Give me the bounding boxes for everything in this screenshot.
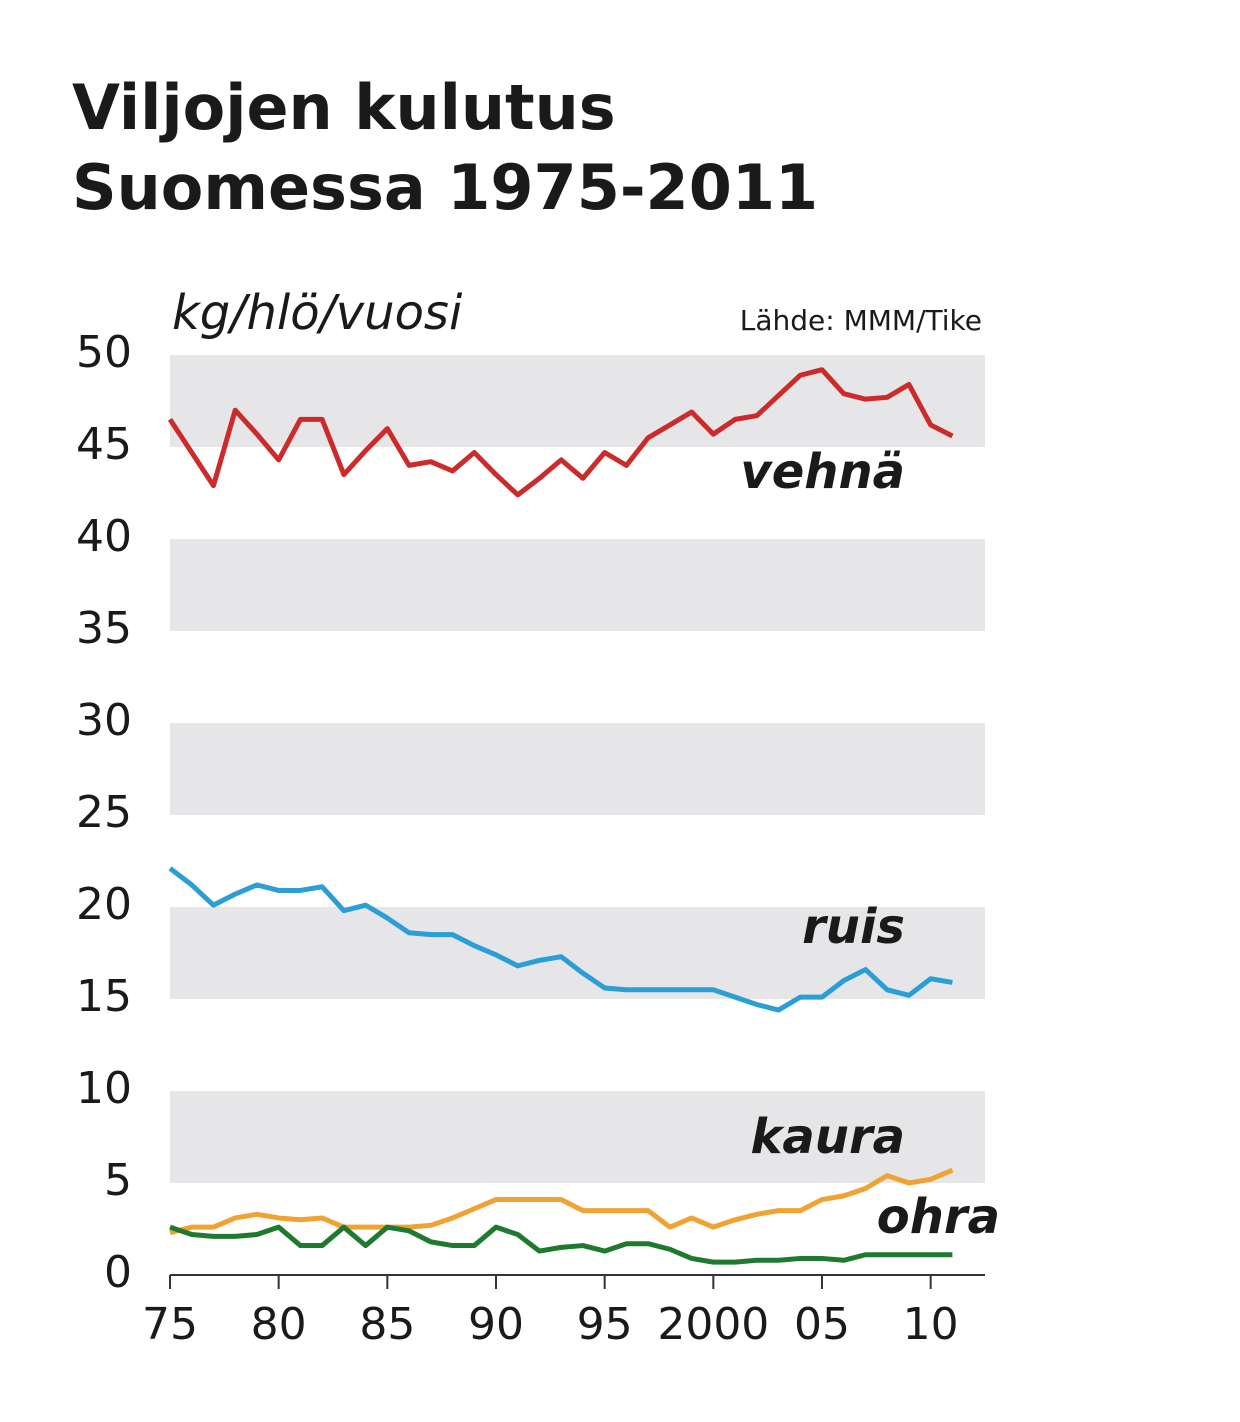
y-tick-label: 0 [104,1247,132,1298]
grid-band [170,907,985,999]
y-tick-label: 30 [76,695,132,746]
y-tick-label: 10 [76,1063,132,1114]
y-tick-label: 50 [76,327,132,378]
x-tick-label: 80 [251,1299,307,1350]
series-label: ruis [802,899,905,955]
series-line [167,367,954,498]
series-line [168,866,953,1013]
chart-title: Suomessa 1975-2011 [72,151,818,224]
series-line [169,1167,954,1236]
y-tick-label: 5 [104,1155,132,1206]
series-label: kaura [750,1109,905,1165]
grid-band [170,1091,985,1183]
x-tick-label: 95 [577,1299,633,1350]
y-tick-label: 20 [76,879,132,930]
y-tick-label: 25 [76,787,132,838]
x-tick-label: 90 [468,1299,524,1350]
series-line [169,1224,953,1265]
y-tick-label: 45 [76,419,132,470]
x-tick-label: 2000 [657,1299,769,1350]
x-tick-label: 85 [359,1299,415,1350]
y-tick-label: 35 [76,603,132,654]
grid-band [170,355,985,447]
chart-title: Viljojen kulutus [72,71,616,144]
series-label: ohra [877,1189,1000,1245]
source: Lähde: MMM/Tike [740,304,982,337]
x-tick-label: 10 [903,1299,959,1350]
series-label: vehnä [740,444,905,500]
y-tick-label: 40 [76,511,132,562]
grid-band [170,539,985,631]
y-tick-label: 15 [76,971,132,1022]
y-axis-label: kg/hlö/vuosi [172,285,463,341]
x-tick-label: 05 [794,1299,850,1350]
x-tick-label: 75 [142,1299,198,1350]
grid-band [170,723,985,815]
